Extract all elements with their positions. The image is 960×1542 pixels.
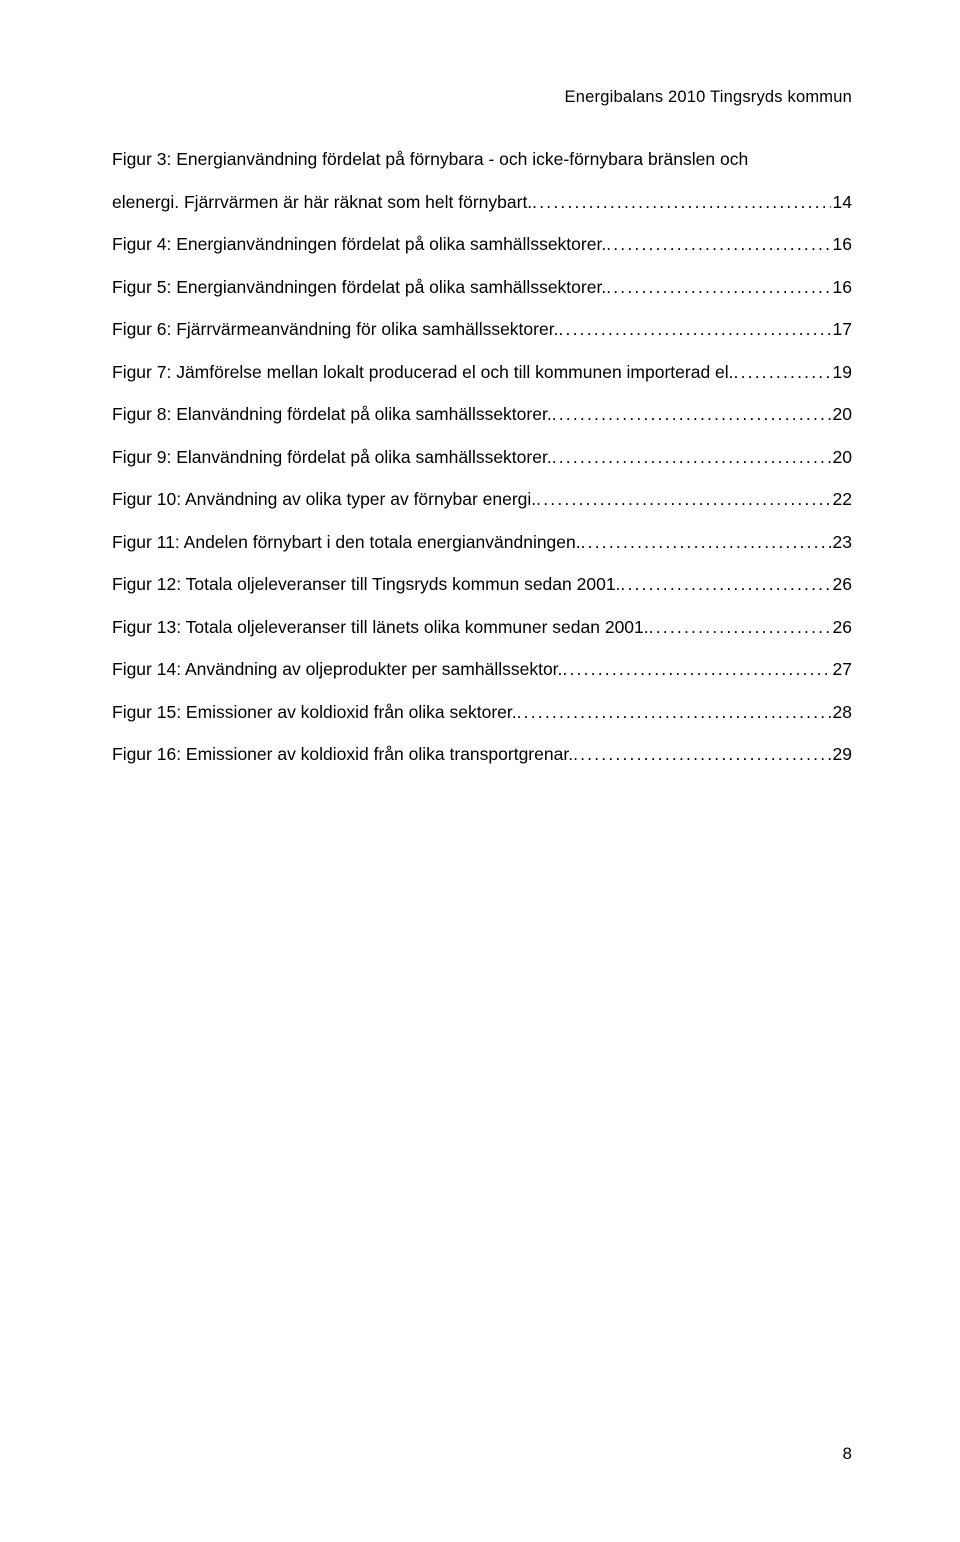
toc-leader-dots <box>517 704 831 722</box>
toc-page-number: 20 <box>831 449 852 467</box>
toc-page-number: 19 <box>831 364 852 382</box>
toc-text: Figur 16: Emissioner av koldioxid från o… <box>112 746 573 764</box>
toc-page-number: 16 <box>831 279 852 297</box>
toc-page-number: 14 <box>831 194 852 212</box>
toc-leader-dots <box>573 746 830 764</box>
toc-leader-dots <box>536 491 830 509</box>
toc-page-number: 26 <box>831 576 852 594</box>
toc-text: Figur 5: Energianvändningen fördelat på … <box>112 279 606 297</box>
toc-page-number: 22 <box>831 491 852 509</box>
toc-entry: Figur 10: Användning av olika typer av f… <box>112 491 852 509</box>
table-of-figures: Figur 3: Energianvändning fördelat på fö… <box>112 151 852 764</box>
toc-leader-dots <box>552 449 831 467</box>
toc-leader-dots <box>532 194 830 212</box>
page-number: 8 <box>843 1444 852 1464</box>
toc-text: Figur 11: Andelen förnybart i den totala… <box>112 534 581 552</box>
toc-leader-dots <box>562 661 830 679</box>
toc-entry: Figur 13: Totala oljeleveranser till län… <box>112 619 852 637</box>
toc-entry: Figur 15: Emissioner av koldioxid från o… <box>112 704 852 722</box>
toc-entry: Figur 3: Energianvändning fördelat på fö… <box>112 151 852 211</box>
toc-entry: Figur 5: Energianvändningen fördelat på … <box>112 279 852 297</box>
toc-page-number: 23 <box>831 534 852 552</box>
toc-text: Figur 12: Totala oljeleveranser till Tin… <box>112 576 620 594</box>
toc-text: Figur 13: Totala oljeleveranser till län… <box>112 619 649 637</box>
toc-leader-dots <box>734 364 831 382</box>
toc-text: Figur 8: Elanvändning fördelat på olika … <box>112 406 552 424</box>
toc-entry: Figur 14: Användning av oljeprodukter pe… <box>112 661 852 679</box>
toc-leader-dots <box>558 321 830 339</box>
toc-text: Figur 4: Energianvändningen fördelat på … <box>112 236 606 254</box>
toc-leader-dots <box>649 619 831 637</box>
toc-entry: Figur 12: Totala oljeleveranser till Tin… <box>112 576 852 594</box>
toc-text: Figur 9: Elanvändning fördelat på olika … <box>112 449 552 467</box>
toc-page-number: 17 <box>831 321 852 339</box>
toc-text: Figur 10: Användning av olika typer av f… <box>112 491 536 509</box>
toc-text: Figur 6: Fjärrvärmeanvändning för olika … <box>112 321 558 339</box>
toc-page-number: 28 <box>831 704 852 722</box>
toc-entry: Figur 4: Energianvändningen fördelat på … <box>112 236 852 254</box>
toc-page-number: 16 <box>831 236 852 254</box>
toc-text: Figur 3: Energianvändning fördelat på fö… <box>112 151 852 169</box>
toc-page-number: 20 <box>831 406 852 424</box>
toc-leader-dots <box>606 236 830 254</box>
toc-leader-dots <box>552 406 831 424</box>
toc-leader-dots <box>606 279 830 297</box>
toc-text: Figur 7: Jämförelse mellan lokalt produc… <box>112 364 734 382</box>
document-page: Energibalans 2010 Tingsryds kommun Figur… <box>0 0 960 764</box>
toc-text: Figur 14: Användning av oljeprodukter pe… <box>112 661 562 679</box>
toc-page-number: 29 <box>831 746 852 764</box>
toc-page-number: 27 <box>831 661 852 679</box>
toc-page-number: 26 <box>831 619 852 637</box>
toc-entry: Figur 9: Elanvändning fördelat på olika … <box>112 449 852 467</box>
toc-entry: Figur 7: Jämförelse mellan lokalt produc… <box>112 364 852 382</box>
toc-text: elenergi. Fjärrvärmen är här räknat som … <box>112 194 532 212</box>
toc-entry: Figur 16: Emissioner av koldioxid från o… <box>112 746 852 764</box>
document-header: Energibalans 2010 Tingsryds kommun <box>112 88 852 107</box>
toc-leader-dots <box>620 576 830 594</box>
toc-text: Figur 15: Emissioner av koldioxid från o… <box>112 704 517 722</box>
toc-entry: Figur 11: Andelen förnybart i den totala… <box>112 534 852 552</box>
toc-leader-dots <box>581 534 831 552</box>
toc-entry: Figur 6: Fjärrvärmeanvändning för olika … <box>112 321 852 339</box>
toc-entry: Figur 8: Elanvändning fördelat på olika … <box>112 406 852 424</box>
